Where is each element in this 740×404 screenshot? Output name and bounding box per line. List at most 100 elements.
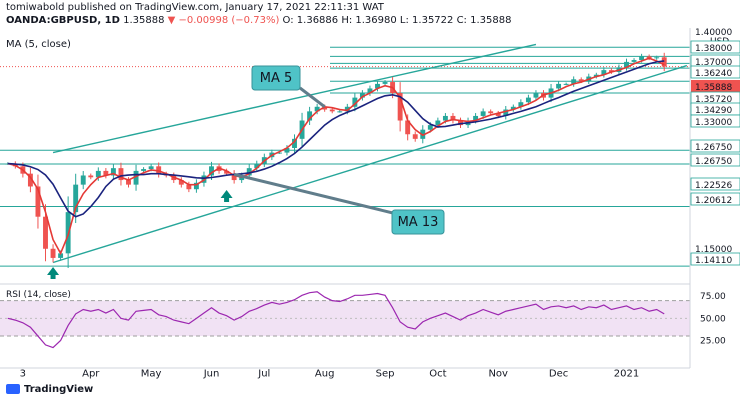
rsi-line bbox=[7, 291, 665, 349]
candle-body bbox=[405, 120, 411, 135]
candle-body bbox=[458, 120, 463, 126]
candle-body bbox=[525, 97, 531, 103]
candle-body bbox=[382, 82, 388, 84]
candle-body bbox=[35, 186, 41, 217]
time-tick-label: 2021 bbox=[614, 368, 639, 379]
ma5-callout-pointer bbox=[299, 86, 326, 108]
price-tick-label: 1.22526 bbox=[695, 181, 732, 191]
price-tick-label: 1.40000 bbox=[695, 28, 732, 38]
level-tag bbox=[690, 114, 740, 128]
tradingview-logo-icon bbox=[6, 384, 20, 394]
time-tick-label: Jun bbox=[203, 368, 220, 379]
ma5-callout-box bbox=[251, 65, 301, 91]
tradingview-logo-text: TradingView bbox=[24, 384, 94, 395]
candle-body bbox=[631, 60, 637, 62]
last-price-text: 1.35888 bbox=[123, 15, 165, 26]
time-tick-label: May bbox=[141, 368, 162, 379]
price-tick-label: 1.37000 bbox=[695, 58, 732, 68]
candle-body bbox=[88, 175, 94, 178]
candle-body bbox=[480, 111, 486, 116]
candle-body bbox=[231, 173, 237, 181]
candle-body bbox=[563, 83, 569, 85]
tradingview-logo: TradingView bbox=[6, 384, 93, 395]
candle-body bbox=[533, 93, 539, 98]
price-tick-label: 1.26750 bbox=[695, 157, 732, 167]
candle-body bbox=[186, 184, 192, 190]
candle-body bbox=[141, 169, 147, 171]
candle-body bbox=[314, 106, 320, 112]
candle-body bbox=[246, 168, 252, 176]
level-tag bbox=[690, 192, 740, 206]
time-axis: 3 Apr May Jun Jul Aug Sep Oct Nov Dec 2021 bbox=[0, 367, 690, 379]
ma-indicator-label: MA (5, close) bbox=[6, 39, 71, 50]
trend-channel-lines bbox=[52, 43, 688, 264]
time-tick-label: Dec bbox=[549, 368, 568, 379]
candle-body bbox=[601, 70, 607, 75]
rsi-label: RSI (14, close) bbox=[6, 290, 71, 300]
ma13-callout-pointer bbox=[233, 172, 398, 216]
time-tick-label: Nov bbox=[488, 368, 508, 379]
ma13-line bbox=[7, 60, 665, 218]
candle-body bbox=[276, 152, 282, 154]
candle-body bbox=[578, 79, 584, 82]
candle-body bbox=[329, 109, 335, 112]
price-tick-label: 1.38000 bbox=[695, 44, 732, 54]
time-tick-label: Sep bbox=[376, 368, 395, 379]
rsi-line-layer bbox=[7, 291, 665, 349]
candle-body bbox=[412, 134, 418, 139]
ma13-callout-text: MA 13 bbox=[398, 215, 439, 230]
candle-body bbox=[73, 184, 79, 213]
ohlc-text: O: 1.36886 H: 1.36980 L: 1.35722 C: 1.35… bbox=[282, 15, 512, 26]
channel-resistance-line bbox=[52, 43, 537, 154]
level-tag bbox=[690, 40, 740, 54]
candle-body bbox=[397, 93, 403, 121]
candle-body bbox=[344, 106, 350, 112]
candle-body bbox=[375, 83, 380, 89]
candle-body bbox=[50, 248, 56, 258]
rsi-tick-label: 50.00 bbox=[700, 314, 726, 324]
candle-body bbox=[254, 163, 260, 169]
candle-body bbox=[284, 148, 290, 153]
annotations: MA 5 MA 13 bbox=[47, 65, 445, 279]
candle-body bbox=[292, 138, 297, 148]
publisher-line: tomiwabold published on TradingView.com,… bbox=[6, 2, 384, 13]
candle-body bbox=[495, 113, 501, 116]
level-tag bbox=[690, 252, 740, 266]
candle-body bbox=[178, 180, 184, 185]
moving-averages bbox=[7, 57, 665, 256]
candle-body bbox=[593, 74, 599, 77]
time-tick-label: Apr bbox=[82, 368, 100, 379]
candle-body bbox=[503, 109, 509, 116]
candle-body bbox=[148, 166, 154, 170]
level-tag bbox=[690, 65, 740, 79]
ma5-callout-text: MA 5 bbox=[260, 71, 293, 86]
rsi-tick-label: 25.00 bbox=[700, 336, 726, 346]
candle-body bbox=[103, 170, 109, 176]
rsi-tick-label: 75.00 bbox=[700, 292, 726, 302]
time-tick-label: Jul bbox=[257, 368, 270, 379]
candle-body bbox=[209, 166, 214, 176]
ma13-callout-box bbox=[391, 209, 445, 235]
rsi-panel-background: RSI (14, close) bbox=[0, 283, 690, 337]
change-text: ▼ −0.00998 (−0.73%) bbox=[167, 15, 280, 26]
candle-body bbox=[654, 57, 660, 59]
candle-body bbox=[80, 175, 86, 185]
candle-body bbox=[126, 180, 131, 185]
candle-body bbox=[518, 102, 524, 107]
channel-support-line bbox=[52, 64, 688, 264]
candle-body bbox=[442, 115, 448, 121]
candle-body bbox=[43, 216, 48, 249]
time-tick-label: Oct bbox=[429, 368, 446, 379]
price-tick-label: 1.15000 bbox=[695, 245, 732, 255]
candle-body bbox=[488, 111, 494, 114]
level-tag bbox=[690, 177, 740, 191]
candle-body bbox=[450, 115, 456, 121]
candle-body bbox=[156, 166, 162, 174]
candle-body bbox=[427, 125, 433, 130]
buy-arrow-jul-icon bbox=[220, 190, 233, 202]
buy-arrow-mar-icon bbox=[47, 267, 60, 279]
candles bbox=[5, 52, 667, 268]
candle-body bbox=[118, 168, 124, 181]
level-tag bbox=[690, 153, 740, 167]
